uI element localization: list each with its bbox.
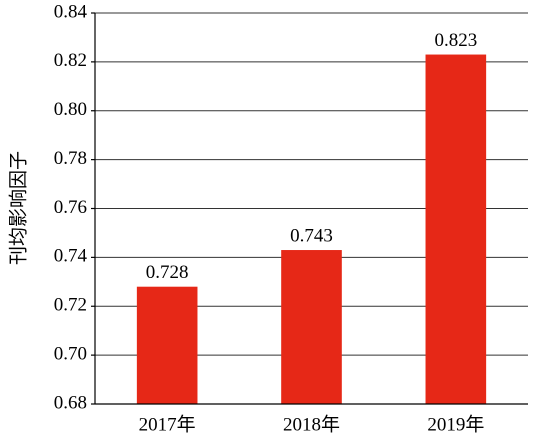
bar [425, 54, 487, 404]
data-label: 0.728 [146, 262, 189, 283]
y-tick-label: 0.82 [54, 50, 87, 71]
y-tick-label: 0.78 [54, 148, 87, 169]
bar [136, 286, 198, 404]
x-tick-label: 2018年 [283, 413, 340, 435]
x-tick-label: 2017年 [139, 413, 196, 435]
y-tick-label: 0.70 [54, 343, 87, 364]
y-tick-label: 0.68 [54, 392, 87, 413]
y-tick-label: 0.72 [54, 295, 87, 316]
y-tick-label: 0.76 [54, 197, 87, 218]
y-tick-label: 0.80 [54, 99, 87, 120]
data-label: 0.823 [434, 30, 477, 51]
x-tick-label: 2019年 [427, 413, 484, 435]
y-axis-label: 刊均影响因子 [7, 151, 29, 265]
y-tick-label: 0.74 [54, 246, 88, 267]
bar [281, 250, 342, 404]
y-tick-label: 0.84 [54, 1, 88, 22]
data-label: 0.743 [290, 225, 333, 246]
